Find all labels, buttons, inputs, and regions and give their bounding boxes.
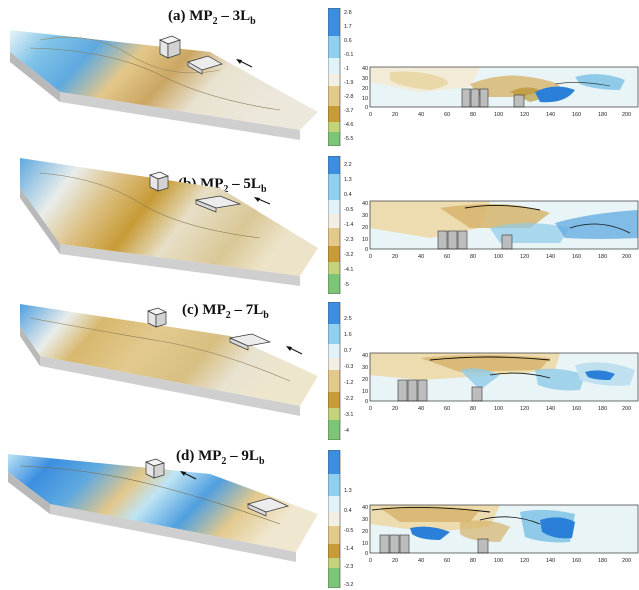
svg-text:30: 30 [362, 76, 368, 82]
svg-text:40: 40 [362, 66, 368, 72]
svg-text:140: 140 [546, 558, 555, 564]
panel-d: (d) MP2 – 9Lb [0, 444, 639, 590]
svg-text:30: 30 [362, 365, 368, 371]
svg-text:40: 40 [362, 353, 368, 359]
svg-text:20: 20 [362, 529, 368, 535]
svg-text:200: 200 [622, 112, 631, 118]
svg-text:0: 0 [369, 558, 372, 564]
svg-text:10: 10 [362, 389, 368, 395]
svg-text:20: 20 [392, 254, 398, 260]
contour-map: 40 30 20 10 0 0 20 40 60 80 100 120 140 … [362, 352, 639, 412]
svg-text:0: 0 [369, 112, 372, 118]
svg-text:40: 40 [418, 112, 424, 118]
cube-icon [145, 458, 165, 479]
bed-surface-3d [20, 304, 318, 416]
svg-text:0: 0 [369, 254, 372, 260]
colorbar [328, 450, 341, 588]
svg-text:140: 140 [546, 112, 555, 118]
colorbar [328, 8, 341, 146]
svg-text:200: 200 [622, 254, 631, 260]
svg-text:160: 160 [572, 406, 581, 412]
svg-text:120: 120 [520, 558, 529, 564]
svg-text:60: 60 [444, 406, 450, 412]
panel-title: (c) MP2 – 7Lb [182, 302, 269, 321]
svg-text:80: 80 [470, 406, 476, 412]
svg-text:30: 30 [362, 517, 368, 523]
colorbar [328, 156, 341, 294]
colorbar [328, 302, 341, 440]
panel-a: (a) MP2 – 3Lb [0, 0, 639, 148]
flow-arrow-icon [180, 471, 197, 480]
svg-text:40: 40 [418, 254, 424, 260]
svg-text:100: 100 [494, 558, 503, 564]
cube-icon [159, 35, 181, 59]
svg-text:40: 40 [362, 201, 368, 207]
flow-arrow-icon [286, 346, 303, 355]
panel-title: (d) MP2 – 9Lb [176, 448, 265, 467]
svg-text:160: 160 [572, 254, 581, 260]
svg-text:180: 180 [598, 254, 607, 260]
bed-surface-3d [20, 158, 318, 286]
svg-text:100: 100 [494, 112, 503, 118]
svg-text:0: 0 [365, 551, 368, 557]
svg-text:20: 20 [362, 225, 368, 231]
svg-text:0: 0 [365, 399, 368, 405]
svg-text:180: 180 [598, 406, 607, 412]
panel-title: (a) MP2 – 3Lb [168, 8, 256, 27]
panel-b: (b) MP2 – 5Lb [0, 148, 639, 296]
cube-icon [147, 307, 167, 328]
svg-text:80: 80 [470, 558, 476, 564]
svg-text:180: 180 [598, 558, 607, 564]
svg-text:120: 120 [520, 112, 529, 118]
plate-icon [228, 333, 272, 351]
svg-text:0: 0 [369, 406, 372, 412]
svg-text:140: 140 [546, 254, 555, 260]
contour-map: 40 30 20 10 0 0 20 40 60 80 100 120 140 … [362, 504, 639, 564]
svg-text:60: 60 [444, 254, 450, 260]
svg-text:0: 0 [365, 247, 368, 253]
svg-text:160: 160 [572, 112, 581, 118]
svg-text:20: 20 [362, 86, 368, 92]
svg-text:30: 30 [362, 213, 368, 219]
svg-text:80: 80 [470, 254, 476, 260]
svg-text:200: 200 [622, 406, 631, 412]
svg-text:120: 120 [520, 406, 529, 412]
plate-icon [194, 195, 242, 213]
plate-icon [187, 55, 223, 75]
svg-text:40: 40 [362, 505, 368, 511]
svg-text:10: 10 [362, 96, 368, 102]
svg-text:10: 10 [362, 237, 368, 243]
svg-text:40: 40 [418, 558, 424, 564]
svg-text:200: 200 [622, 558, 631, 564]
flow-arrow-icon [236, 59, 253, 68]
svg-text:140: 140 [546, 406, 555, 412]
svg-text:120: 120 [520, 254, 529, 260]
svg-text:0: 0 [365, 105, 368, 111]
svg-text:60: 60 [444, 558, 450, 564]
flow-arrow-icon [254, 197, 271, 205]
svg-text:100: 100 [494, 406, 503, 412]
svg-text:20: 20 [392, 112, 398, 118]
svg-text:20: 20 [392, 406, 398, 412]
contour-map: 40 30 20 10 0 0 20 40 60 80 100 120 140 … [362, 200, 639, 260]
contour-map: 40 30 20 10 0 0 20 40 60 80 100 120 140 … [362, 66, 639, 118]
bed-surface-3d [10, 30, 318, 140]
plate-icon [246, 497, 290, 517]
svg-text:20: 20 [362, 377, 368, 383]
svg-text:40: 40 [418, 406, 424, 412]
svg-text:180: 180 [598, 112, 607, 118]
cube-icon [149, 171, 169, 192]
panel-c: (c) MP2 – 7Lb [0, 296, 639, 444]
svg-text:60: 60 [444, 112, 450, 118]
bed-surface-3d [8, 454, 318, 562]
svg-text:100: 100 [494, 254, 503, 260]
svg-text:20: 20 [392, 558, 398, 564]
svg-text:80: 80 [470, 112, 476, 118]
svg-text:10: 10 [362, 541, 368, 547]
svg-text:160: 160 [572, 558, 581, 564]
